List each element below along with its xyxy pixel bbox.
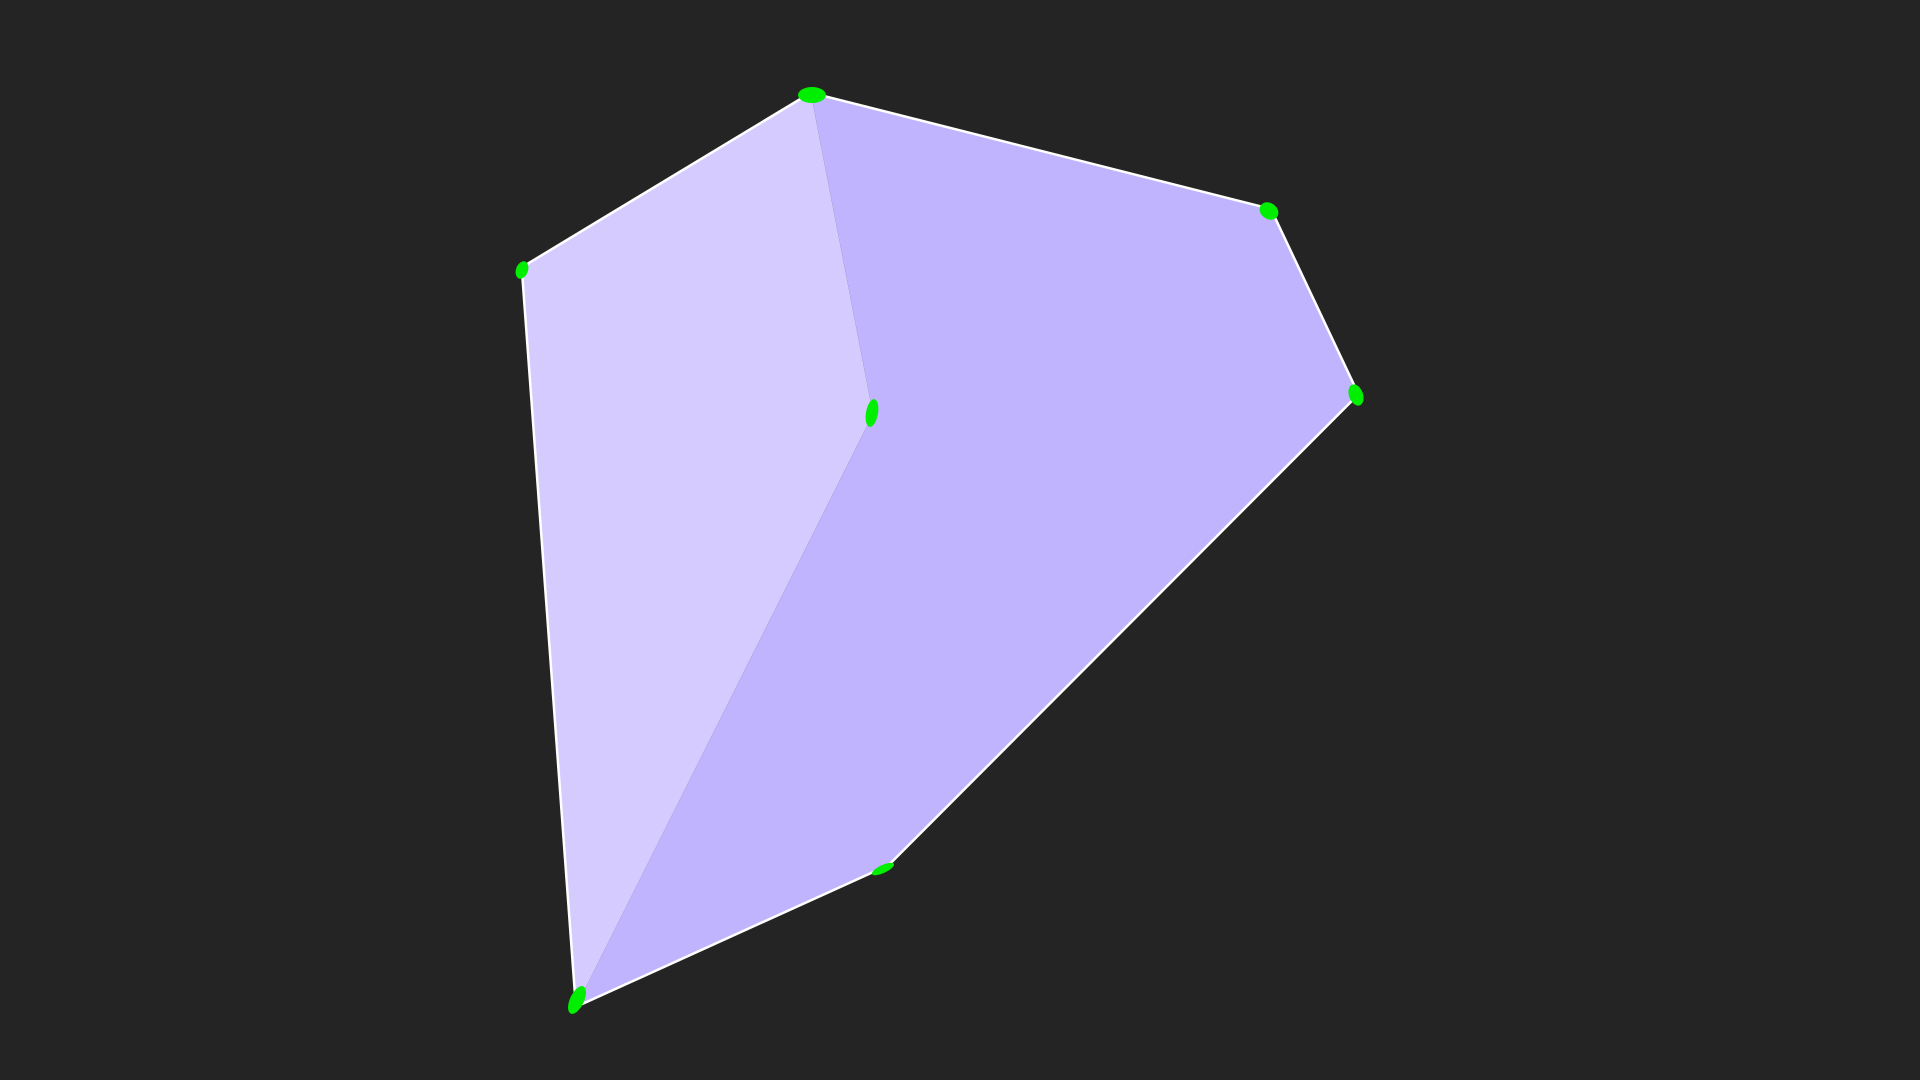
vertex-marker[interactable] — [798, 87, 826, 103]
vertex-marker[interactable] — [564, 983, 589, 1016]
vertex-marker[interactable] — [864, 398, 881, 428]
vertex-marker[interactable] — [1256, 199, 1282, 224]
vertex-marker[interactable] — [870, 860, 895, 877]
vertex-marker[interactable] — [1346, 382, 1367, 407]
vertex-markers — [513, 87, 1367, 1016]
vertex-marker[interactable] — [513, 259, 530, 280]
face-main — [577, 94, 1357, 1005]
face-light — [523, 94, 873, 1005]
